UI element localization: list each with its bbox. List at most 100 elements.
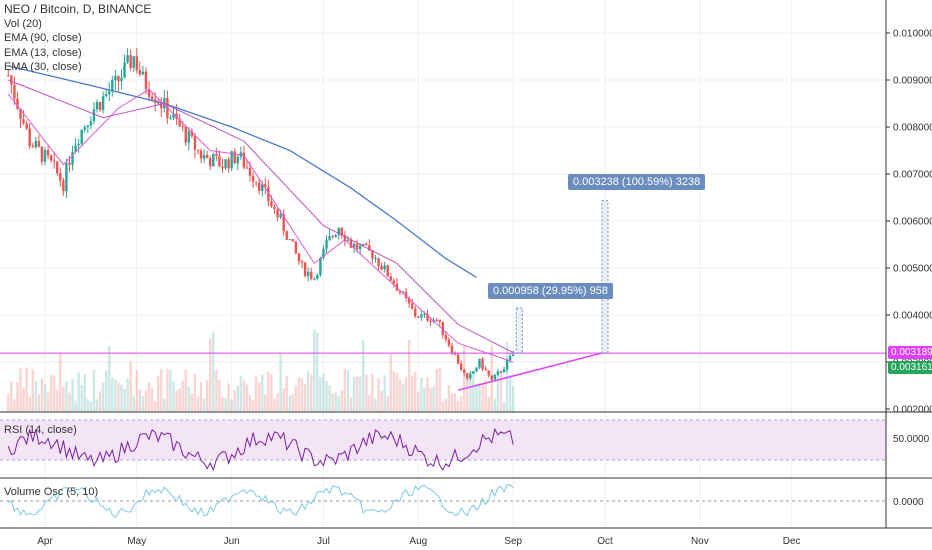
volume-bar	[270, 374, 273, 412]
volume-bar	[499, 371, 503, 412]
volume-bar	[160, 368, 163, 412]
candle-body	[447, 339, 451, 346]
candle-body	[59, 173, 62, 181]
candle-body	[144, 71, 148, 89]
volume-osc-label[interactable]: Volume Osc (5, 10)	[4, 486, 99, 498]
symbol-title: NEO / Bitcoin, D, BINANCE	[4, 2, 152, 16]
volume-bar	[224, 397, 227, 412]
candle-body	[89, 121, 93, 126]
candle-body	[435, 319, 438, 321]
candle-body	[502, 369, 506, 373]
candle-body	[426, 313, 429, 321]
candle-body	[441, 321, 444, 336]
candle-body	[227, 159, 230, 169]
candle-body	[205, 155, 209, 159]
volume-bar	[52, 375, 56, 412]
volume-bar	[7, 393, 10, 412]
candle-body	[135, 56, 138, 71]
volume-bar	[453, 393, 457, 412]
volume-bar	[313, 329, 316, 412]
volume-bar	[459, 395, 463, 412]
volume-bar	[319, 377, 322, 412]
volume-bar	[254, 376, 258, 412]
volume-bar	[310, 374, 313, 412]
indicator-ema13[interactable]: EMA (13, close)	[4, 46, 82, 59]
volume-bar	[472, 371, 475, 412]
candle-body	[404, 291, 408, 298]
volume-bar	[132, 395, 135, 412]
volume-bar	[392, 371, 396, 412]
volume-bar	[181, 380, 184, 412]
y-tick-label: 0.009000	[893, 76, 932, 87]
volume-bar	[306, 370, 310, 412]
candle-body	[22, 119, 25, 124]
indicator-ema30[interactable]: EMA (30, close)	[4, 61, 82, 74]
candle-body	[316, 274, 319, 279]
candle-body	[224, 159, 227, 169]
candle-body	[322, 248, 325, 258]
candle-body	[248, 167, 252, 176]
volume-bar	[374, 398, 377, 412]
candle-body	[493, 374, 497, 380]
indicator-ema90[interactable]: EMA (90, close)	[4, 32, 82, 45]
candle-body	[407, 297, 411, 304]
volume-bar	[267, 371, 270, 412]
candle-body	[221, 166, 224, 169]
volume-bar	[346, 370, 350, 412]
volume-bar	[407, 339, 411, 412]
volume-bar	[178, 388, 181, 412]
candle-body	[129, 55, 132, 68]
candles	[7, 47, 515, 382]
volume-bar	[450, 393, 454, 412]
candle-body	[25, 123, 28, 129]
volume-bar	[248, 394, 252, 412]
volume-bar	[95, 399, 99, 412]
volume-bar	[371, 373, 374, 412]
volume-bar	[126, 378, 129, 412]
rsi-label[interactable]: RSI (14, close)	[4, 424, 77, 436]
volume-bar	[163, 398, 166, 412]
volume-bar	[68, 392, 71, 412]
candle-body	[123, 62, 126, 78]
candle-body	[417, 316, 420, 318]
volume-bar	[138, 389, 142, 412]
trendline	[457, 352, 603, 391]
drawings	[0, 200, 886, 391]
rsi-pane: 50.0000	[0, 419, 930, 472]
candle-body	[95, 102, 99, 110]
volume-bar	[362, 339, 365, 412]
candle-body	[349, 239, 353, 248]
volume-bar	[325, 381, 328, 412]
volume-bar	[444, 398, 448, 412]
candle-body	[325, 240, 328, 249]
candle-body	[472, 371, 475, 374]
volume-bar	[13, 399, 16, 412]
measure-box	[515, 307, 523, 354]
candle-body	[511, 354, 515, 357]
volume-bar	[209, 338, 212, 412]
indicator-vol[interactable]: Vol (20)	[4, 17, 42, 30]
candle-body	[215, 154, 218, 156]
candle-body	[218, 155, 221, 167]
candle-body	[126, 55, 129, 63]
candle-body	[303, 262, 307, 276]
volume-bar	[358, 376, 362, 412]
candle-body	[28, 128, 31, 146]
candle-body	[340, 227, 344, 236]
candle-body	[429, 320, 432, 323]
candle-body	[175, 113, 178, 120]
candle-body	[496, 371, 500, 375]
candle-body	[478, 358, 481, 368]
volume-bar	[294, 385, 298, 412]
volume-bar	[429, 387, 432, 412]
volume-bar	[377, 378, 380, 412]
volume-bar	[83, 374, 86, 412]
volume-bar	[273, 398, 276, 412]
volume-bar	[276, 393, 279, 412]
volume-bar	[144, 390, 148, 412]
volume-bar	[447, 384, 451, 412]
volume-bar	[98, 391, 102, 412]
volume-bar	[441, 401, 444, 412]
candle-body	[383, 265, 386, 270]
